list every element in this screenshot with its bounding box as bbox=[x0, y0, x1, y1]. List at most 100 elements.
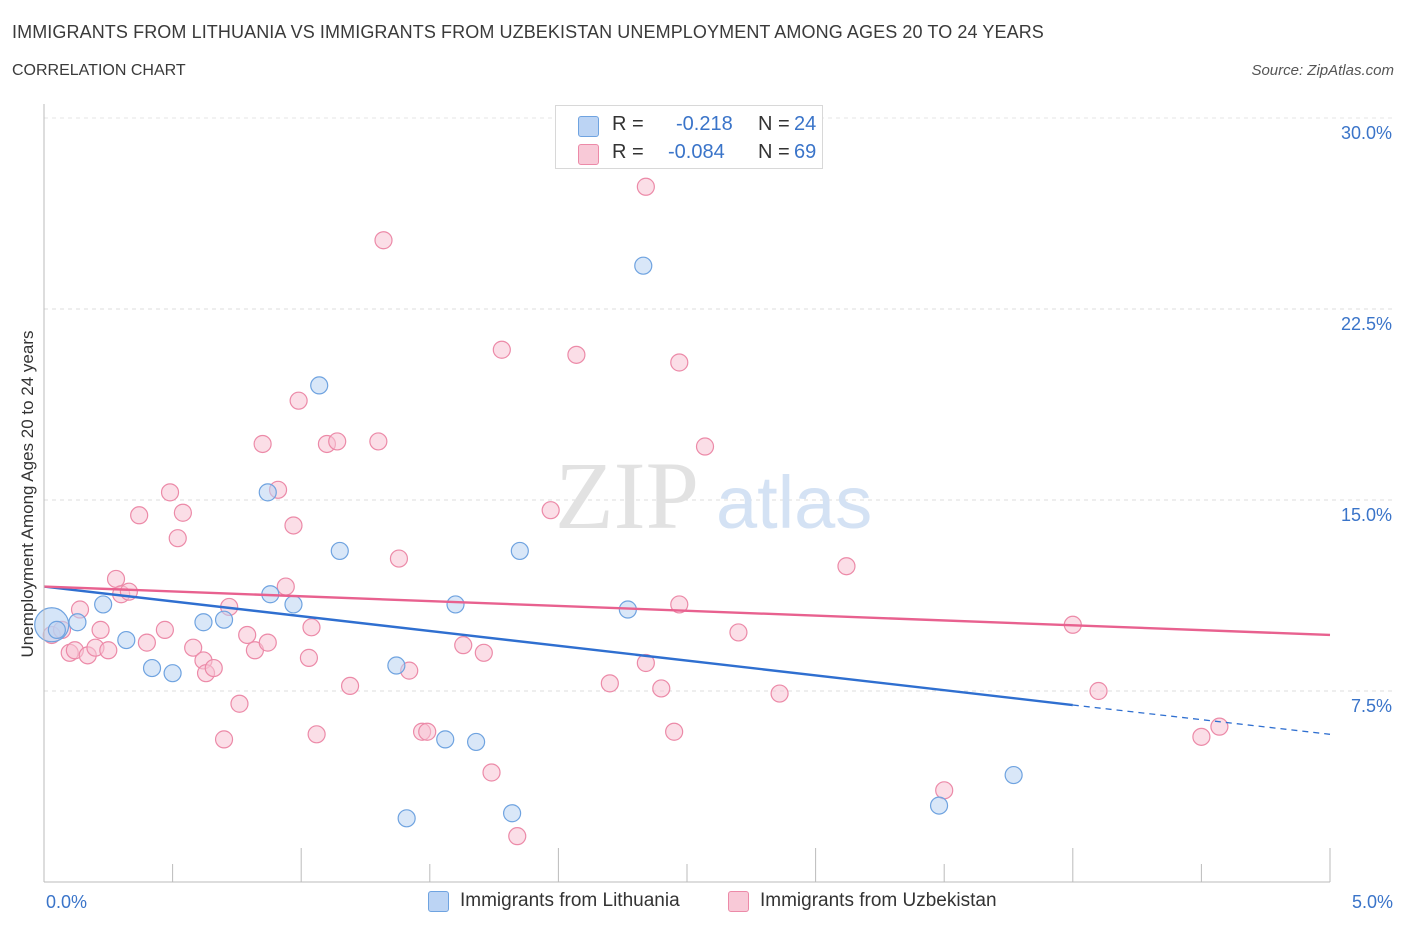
lithuania-point bbox=[1004, 765, 1023, 785]
lithuania-point bbox=[142, 658, 162, 678]
r-label: R = bbox=[612, 141, 644, 163]
uzbekistan-point bbox=[299, 648, 319, 667]
watermark: ZIP atlas bbox=[555, 442, 872, 549]
lithuania-point bbox=[214, 610, 234, 629]
uzbekistan-point bbox=[230, 694, 249, 713]
uzbekistan-point bbox=[284, 516, 303, 535]
trend-layer bbox=[43, 585, 1331, 735]
chart-subtitle: CORRELATION CHART bbox=[12, 62, 186, 79]
x-tick-label-min: 0.0% bbox=[46, 892, 87, 912]
n-label: N = bbox=[758, 113, 790, 135]
uzbekistan-point bbox=[204, 658, 223, 678]
y-tick-label: 30.0% bbox=[1341, 123, 1392, 143]
n-value-uzbekistan: 69 bbox=[794, 141, 817, 163]
lithuania-point bbox=[94, 595, 113, 614]
lithuania-point bbox=[163, 664, 182, 683]
uzbekistan-point bbox=[837, 557, 856, 576]
uzbekistan-point bbox=[137, 633, 156, 652]
uzbekistan-point bbox=[418, 722, 437, 741]
uzbekistan-point bbox=[474, 643, 493, 662]
grid-layer bbox=[44, 117, 1395, 692]
uzbekistan-point bbox=[1210, 717, 1229, 736]
points-layer bbox=[34, 177, 1229, 846]
uzbekistan-point bbox=[770, 684, 789, 703]
uzbekistan-point bbox=[508, 827, 527, 846]
r-value-uzbekistan: -0.084 bbox=[668, 141, 725, 163]
lithuania-point bbox=[68, 613, 87, 632]
n-label: N = bbox=[758, 141, 790, 163]
uzbekistan-point bbox=[374, 231, 393, 250]
uzbekistan-point bbox=[91, 620, 110, 639]
lithuania-legend-label: Immigrants from Lithuania bbox=[460, 890, 680, 911]
r-label: R = bbox=[612, 113, 644, 135]
uzbekistan-point bbox=[729, 623, 748, 642]
lithuania-point bbox=[387, 656, 406, 675]
uzbekistan-point bbox=[238, 625, 257, 645]
x-tick-label-max: 5.0% bbox=[1352, 892, 1393, 912]
uzbekistan-point bbox=[369, 432, 388, 451]
uzbekistan-legend-swatch bbox=[728, 891, 749, 912]
uzbekistan-point bbox=[173, 503, 192, 522]
uzbekistan-point bbox=[636, 177, 655, 196]
uzbekistan-point bbox=[1192, 727, 1211, 746]
lithuania-point bbox=[330, 541, 349, 561]
lithuania-point bbox=[194, 613, 213, 632]
lithuania-point bbox=[47, 620, 66, 639]
lithuania-swatch bbox=[578, 116, 599, 137]
uzbekistan-point bbox=[168, 529, 187, 548]
uzbekistan-point bbox=[328, 432, 347, 451]
uzbekistan-point bbox=[1089, 681, 1108, 701]
watermark-zip: ZIP bbox=[555, 442, 699, 549]
y-tick-label: 15.0% bbox=[1341, 505, 1392, 525]
lithuania-point bbox=[284, 595, 303, 614]
uzbekistan-point bbox=[389, 549, 409, 568]
uzbekistan-point bbox=[276, 577, 295, 596]
lithuania-point bbox=[929, 796, 949, 815]
uzbekistan-point bbox=[106, 569, 126, 589]
y-axis-label: Unemployment Among Ages 20 to 24 years bbox=[18, 331, 37, 658]
uzbekistan-point bbox=[289, 391, 308, 410]
y-tick-label: 22.5% bbox=[1341, 314, 1392, 334]
lithuania-point bbox=[466, 732, 486, 752]
uzbekistan-point bbox=[253, 434, 272, 454]
uzbekistan-point bbox=[670, 353, 689, 372]
uzbekistan-point bbox=[567, 345, 586, 364]
uzbekistan-point bbox=[454, 636, 473, 655]
uzbekistan-point bbox=[935, 781, 954, 800]
uzbekistan-point bbox=[482, 763, 501, 782]
uzbekistan-point bbox=[670, 595, 689, 614]
uzbekistan-point bbox=[652, 679, 671, 698]
lithuania-point bbox=[117, 630, 136, 650]
uzbekistan-point bbox=[302, 618, 321, 637]
uzbekistan-point bbox=[258, 633, 277, 652]
source-label: Source: ZipAtlas.com bbox=[1251, 62, 1394, 79]
lithuania-point bbox=[310, 376, 329, 395]
uzbekistan-point bbox=[600, 674, 619, 693]
uzbekistan-point bbox=[307, 725, 326, 744]
lithuania-point bbox=[634, 256, 653, 275]
r-value-lithuania: -0.218 bbox=[676, 113, 733, 135]
uzbekistan-point bbox=[492, 340, 511, 359]
lithuania-point bbox=[258, 483, 277, 502]
uzbekistan-point bbox=[665, 722, 684, 741]
watermark-atlas: atlas bbox=[716, 461, 872, 544]
uzbekistan-legend-label: Immigrants from Uzbekistan bbox=[760, 890, 997, 911]
uzbekistan-trendline bbox=[43, 585, 1331, 637]
uzbekistan-point bbox=[340, 676, 360, 696]
uzbekistan-point bbox=[160, 483, 180, 502]
lithuania-point bbox=[436, 730, 455, 749]
uzbekistan-point bbox=[184, 638, 203, 657]
y-tick-label: 7.5% bbox=[1351, 696, 1392, 716]
lithuania-point bbox=[503, 804, 522, 823]
lithuania-trendline bbox=[43, 585, 1073, 707]
uzbekistan-point bbox=[541, 501, 560, 520]
n-value-lithuania: 24 bbox=[794, 113, 817, 135]
lithuania-point bbox=[397, 809, 416, 828]
stats-legend: R = -0.218 N = 24 R = -0.084 N = 69 bbox=[555, 105, 823, 169]
lithuania-point bbox=[446, 595, 465, 614]
lithuania-legend-swatch bbox=[428, 891, 449, 912]
uzbekistan-point bbox=[99, 641, 118, 660]
uzbekistan-point bbox=[214, 730, 234, 749]
uzbekistan-swatch bbox=[578, 144, 599, 165]
